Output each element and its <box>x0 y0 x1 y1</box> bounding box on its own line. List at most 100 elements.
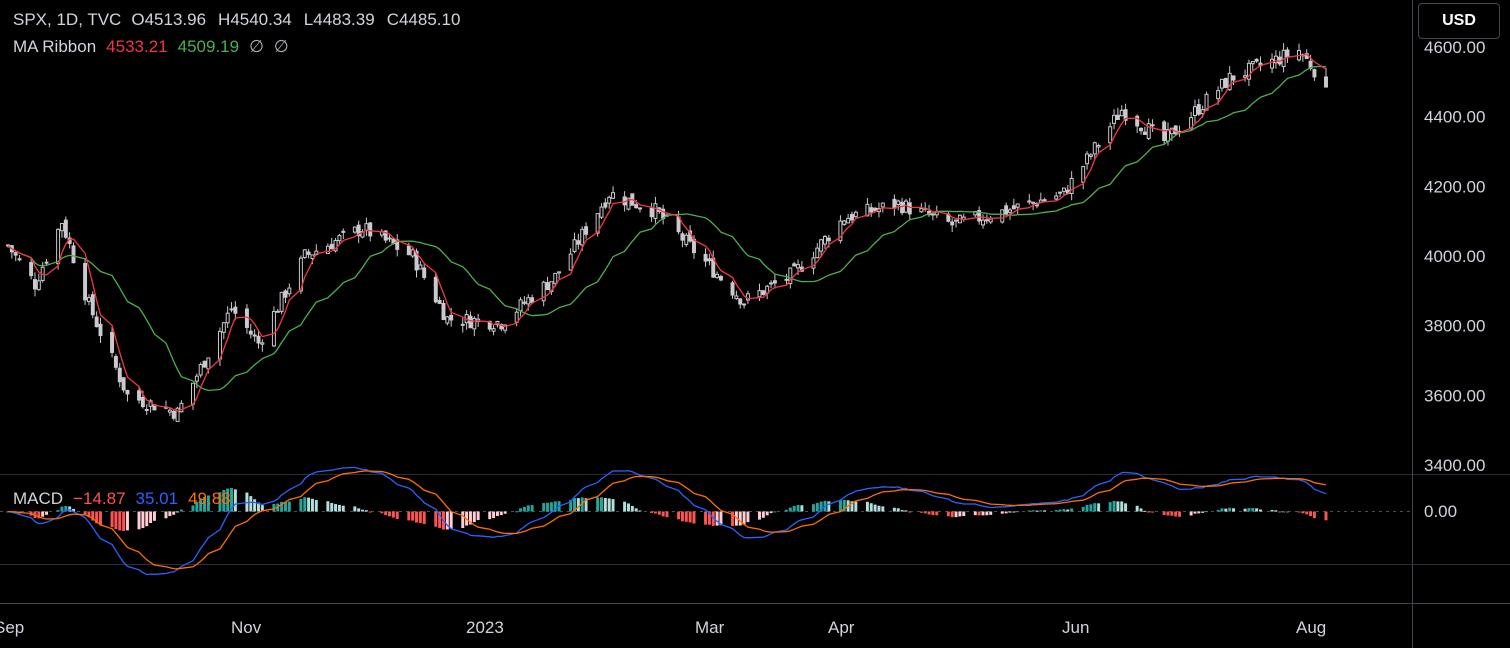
candle-body <box>206 357 211 370</box>
candle-body <box>460 323 465 326</box>
macd-histogram-bar <box>665 511 669 518</box>
indicator-lines <box>7 53 1327 576</box>
macd-histogram-bar <box>395 511 399 520</box>
candle-body <box>1196 104 1201 115</box>
candle-body <box>71 245 76 264</box>
ma-ribbon-title[interactable]: MA Ribbon <box>13 37 97 56</box>
candle-body <box>684 234 689 245</box>
macd-histogram-bar <box>788 507 792 512</box>
macd-histogram-bar <box>222 490 226 512</box>
macd-histogram-bar <box>1058 509 1062 512</box>
macd-histogram-bar <box>626 503 630 512</box>
macd-histogram-bar <box>908 511 912 513</box>
currency-button[interactable]: USD <box>1418 3 1500 39</box>
macd-histogram-bar <box>388 511 392 517</box>
macd-histogram-bar <box>950 511 954 518</box>
candle-body <box>352 226 357 233</box>
macd-histogram-bar <box>172 511 176 515</box>
macd-histogram-bar <box>164 511 168 519</box>
candle-body <box>449 314 454 321</box>
price-tick-label: 3600.00 <box>1424 386 1485 405</box>
time-tick-label: 2023 <box>466 618 504 637</box>
candle-body <box>198 364 203 376</box>
macd-histogram-bar <box>341 505 345 512</box>
candle-body <box>383 230 388 241</box>
macd-histogram-bar <box>611 499 615 512</box>
candle-body <box>333 240 338 252</box>
macd-histogram-bar <box>380 511 384 514</box>
macd-histogram-bar <box>962 511 966 517</box>
macd-histogram-bar <box>1270 509 1274 512</box>
candle-body <box>1200 109 1205 115</box>
candle-body <box>1008 209 1012 213</box>
macd-histogram-bar <box>596 497 600 512</box>
macd-histogram-bar <box>260 505 264 512</box>
open-label: O <box>131 10 145 29</box>
candle-body <box>792 263 797 267</box>
candle-body <box>934 211 939 216</box>
price-tick-label: 4600.00 <box>1424 38 1485 57</box>
candle-body <box>757 290 762 298</box>
candle-body <box>846 217 851 224</box>
macd-histogram-bar <box>677 511 681 520</box>
macd-histogram-bar <box>218 492 222 512</box>
macd-histogram-bar <box>1004 511 1008 514</box>
symbol-legend: SPX, 1D, TVC O 4513.96 H 4540.34 L 4483.39 … <box>13 10 460 30</box>
candle-body <box>1219 78 1224 89</box>
time-tick-label: Apr <box>828 618 855 637</box>
macd-histogram-bar <box>1062 509 1066 512</box>
candle-body <box>584 226 589 235</box>
symbol-title[interactable]: SPX, 1D, TVC <box>13 10 122 29</box>
candle-body <box>865 203 870 217</box>
candle-body <box>1092 142 1097 155</box>
macd-histogram-bar <box>1147 511 1151 513</box>
candle-body <box>595 213 600 234</box>
macd-histogram-bar <box>738 511 742 526</box>
candle-body <box>94 316 99 328</box>
macd-histogram-bar <box>314 500 318 512</box>
macd-histogram-bar <box>280 501 284 512</box>
macd-histogram-bar <box>873 504 877 512</box>
candle-body <box>113 356 118 368</box>
macd-histogram-bar <box>137 511 141 530</box>
candle-body <box>433 276 438 303</box>
macd-histogram-bar <box>353 506 357 512</box>
candle-body <box>329 243 334 250</box>
candle-body <box>1273 55 1278 64</box>
macd-histogram-bar <box>56 510 60 512</box>
macd-title[interactable]: MACD <box>13 489 64 508</box>
macd-histogram-bar <box>1093 503 1097 512</box>
macd-histogram-bar <box>368 511 372 513</box>
candle-body <box>919 207 924 213</box>
macd-histogram-bar <box>37 511 41 519</box>
candle-body <box>1015 203 1020 208</box>
candle-body <box>1123 109 1128 121</box>
macd-histogram-bar <box>99 511 102 526</box>
macd-histogram-bar <box>461 511 465 528</box>
candle-body <box>1223 78 1228 88</box>
candle-body <box>1115 114 1120 120</box>
candle-body <box>1011 205 1016 210</box>
macd-histogram-bar <box>1043 510 1047 512</box>
macd-histogram-bar <box>64 505 68 512</box>
candle-body <box>445 316 450 324</box>
candle-body <box>715 273 720 279</box>
candle-body <box>283 290 288 298</box>
macd-histogram-bar <box>661 511 665 517</box>
candle-body <box>1250 61 1255 65</box>
candle-body <box>1085 153 1090 165</box>
candle-body <box>503 324 508 331</box>
candle-body <box>125 389 130 395</box>
macd-histogram-bar <box>761 511 765 518</box>
close-label: C <box>386 10 399 29</box>
macd-histogram-bar <box>249 496 253 512</box>
candle-body <box>1231 75 1236 81</box>
candle-body <box>526 297 531 305</box>
candle-body <box>1169 127 1174 135</box>
candle-body <box>819 239 824 252</box>
macd-histogram-bar <box>573 498 576 512</box>
macd-histogram-bar <box>1012 511 1016 513</box>
candle-body <box>815 247 820 259</box>
candle-body <box>248 330 253 335</box>
